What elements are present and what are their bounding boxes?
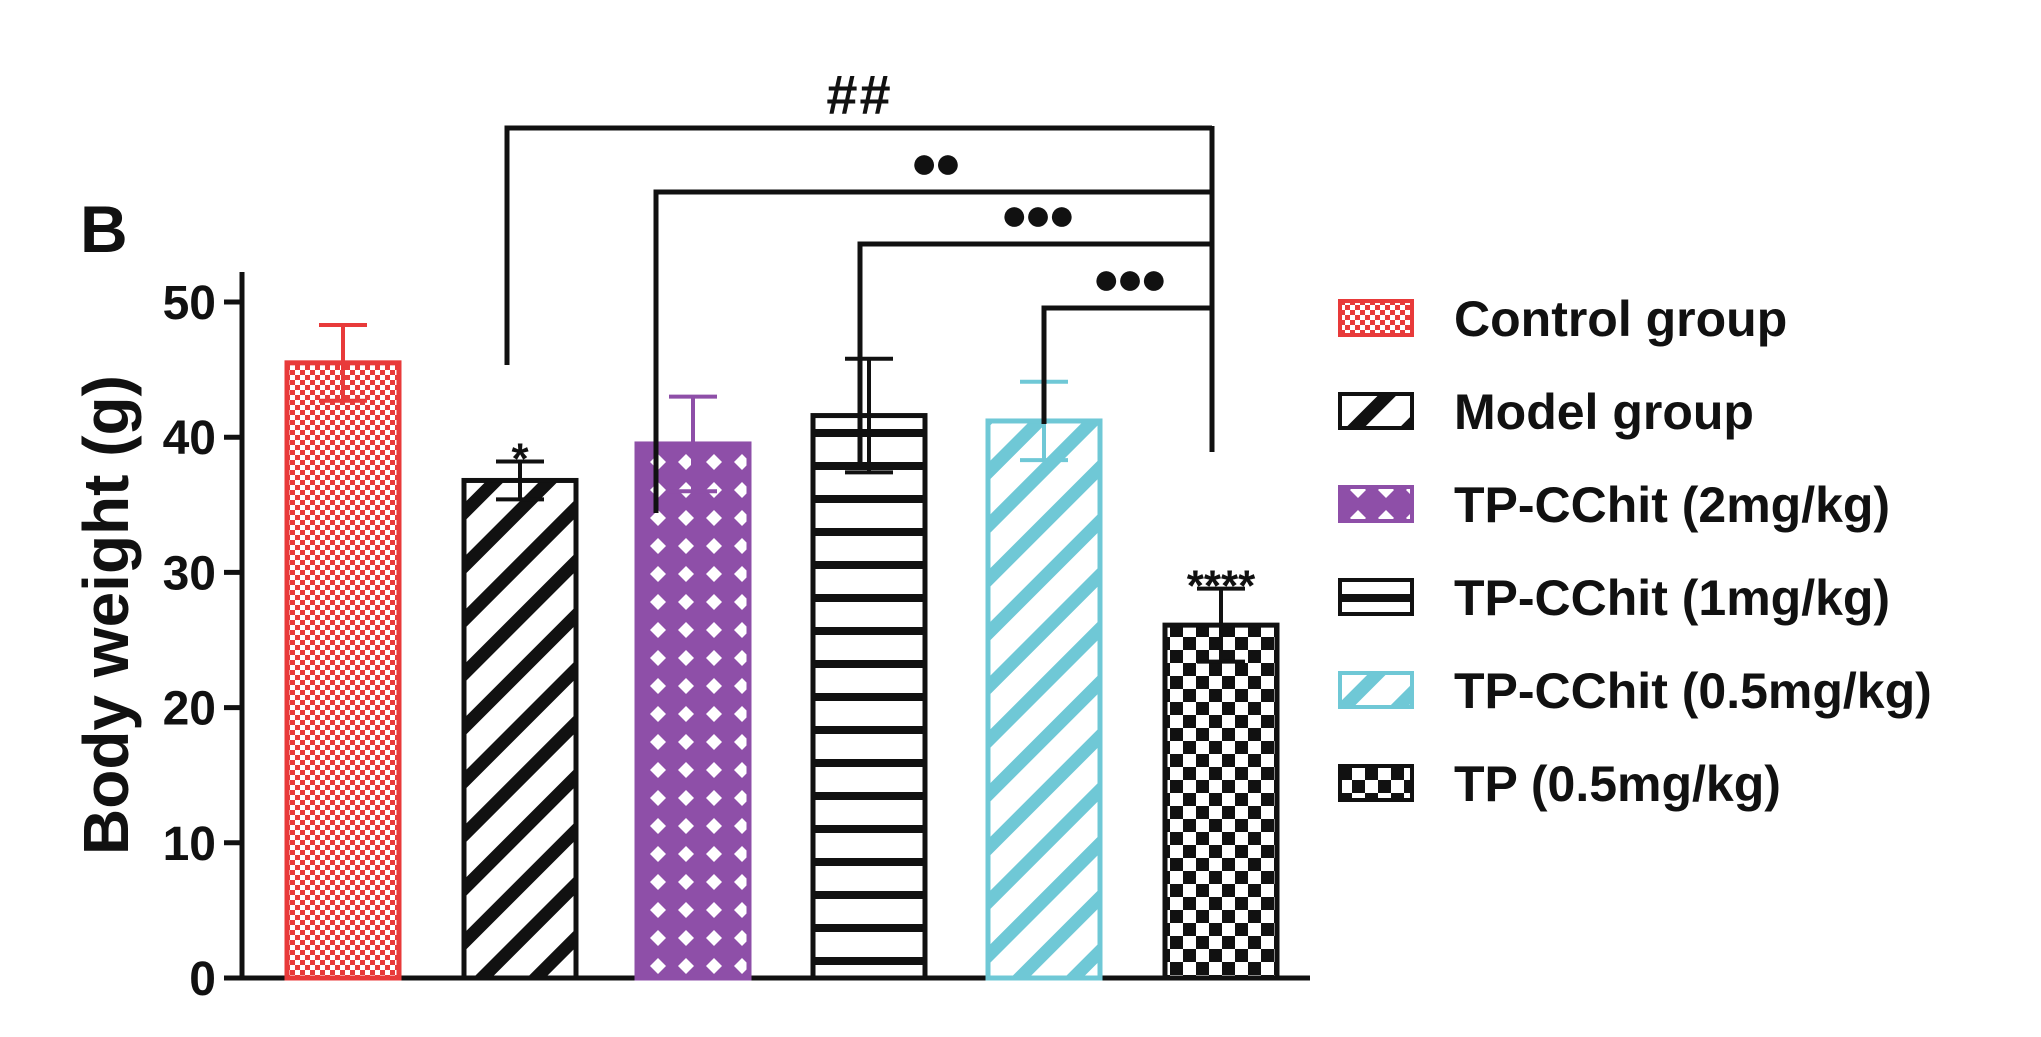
- bar-5: [985, 418, 1103, 981]
- y-tick-label: 50: [163, 277, 216, 330]
- bar-4: [810, 413, 928, 981]
- legend-swatch: [1338, 578, 1414, 616]
- bar-1: [284, 360, 402, 981]
- legend-swatch: [1338, 299, 1414, 337]
- bar-2: [461, 477, 579, 981]
- y-tick-label: 10: [163, 818, 216, 871]
- comparison-label: ##: [826, 63, 892, 126]
- legend-label: Model group: [1454, 384, 1754, 440]
- legend-swatch: [1338, 485, 1414, 523]
- legend: Control group Model group TP-CChit (2mg/kg…: [1338, 291, 1932, 812]
- y-axis-label: Body weight (g): [70, 375, 142, 855]
- comparison-label: ●●●: [1000, 188, 1072, 240]
- y-axis: 0 10 20 30 40 50: [163, 272, 1310, 1006]
- bars: *****: [284, 322, 1280, 981]
- panel-label: B: [80, 192, 128, 266]
- comparison-bracket: [857, 241, 1212, 465]
- comparison-bracket: [653, 189, 1212, 513]
- legend-swatch: [1338, 764, 1414, 802]
- y-tick-label: 0: [189, 953, 216, 1006]
- bar-6: [1162, 622, 1280, 981]
- legend-label: Control group: [1454, 291, 1787, 347]
- legend-label: TP-CChit (1mg/kg): [1454, 570, 1890, 626]
- y-tick-label: 30: [163, 547, 216, 600]
- legend-swatch: [1338, 671, 1414, 709]
- comparison-brackets: ##●●●●●●●●: [504, 63, 1215, 513]
- significance-annotation: *: [511, 435, 529, 484]
- legend-swatch: [1338, 392, 1414, 430]
- y-tick-label: 20: [163, 683, 216, 736]
- comparison-label: ●●●: [1092, 252, 1164, 304]
- significance-annotation: ****: [1187, 562, 1256, 611]
- legend-label: TP (0.5mg/kg): [1454, 756, 1781, 812]
- legend-label: TP-CChit (0.5mg/kg): [1454, 663, 1932, 719]
- bar-3: [634, 441, 752, 981]
- comparison-bracket: [1041, 305, 1212, 424]
- comparison-label: ●●: [910, 136, 958, 188]
- y-tick-label: 40: [163, 412, 216, 465]
- comparison-bracket: [504, 125, 1212, 365]
- legend-label: TP-CChit (2mg/kg): [1454, 477, 1890, 533]
